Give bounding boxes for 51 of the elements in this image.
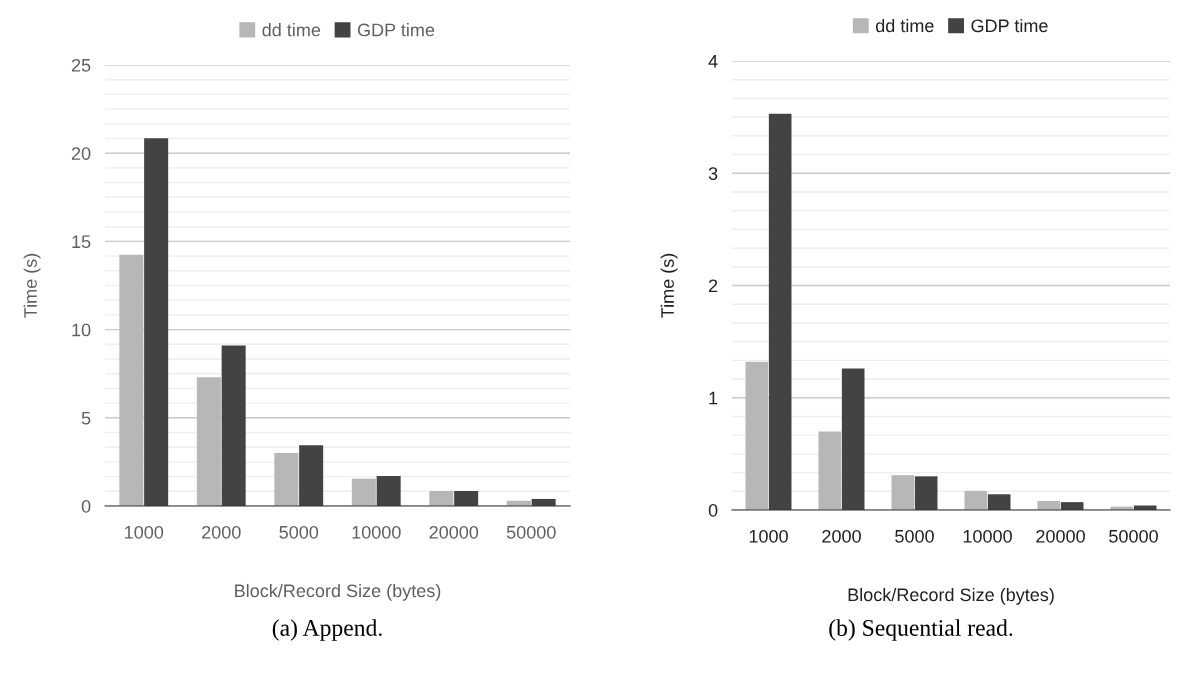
bar (841, 368, 865, 510)
x-tick-label: 2000 (822, 529, 861, 543)
bar (745, 361, 769, 510)
x-tick-label: 2000 (202, 525, 241, 539)
bar (768, 113, 792, 510)
bar (454, 491, 479, 506)
legend-label: dd time (875, 18, 934, 33)
x-tick-label: 5000 (279, 525, 319, 539)
y-tick-label: 20 (71, 147, 91, 160)
bar (914, 476, 938, 510)
x-tick-label: 20000 (1036, 529, 1085, 543)
y-tick-label: 5 (81, 411, 91, 425)
bar (119, 254, 144, 506)
x-axis-title: Block/Record Size (bytes) (235, 583, 441, 601)
y-tick-label: 0 (708, 503, 718, 517)
legend-label: dd time (262, 23, 321, 37)
y-tick-label: 2 (708, 279, 718, 293)
bar (891, 475, 915, 510)
bar (351, 478, 376, 506)
x-tick-label: 5000 (895, 529, 934, 543)
x-tick-label: 50000 (506, 525, 556, 539)
y-tick-label: 25 (71, 58, 91, 72)
legend-label: GDP time (971, 18, 1048, 33)
x-tick-label: 10000 (963, 529, 1012, 543)
text: (b) Sequential read. (829, 619, 1013, 641)
x-tick-label: 20000 (429, 525, 479, 539)
y-tick-label: 4 (708, 55, 718, 68)
x-tick-label: 1000 (125, 525, 164, 539)
y-tick-label: 3 (708, 167, 718, 180)
x-tick-label: 50000 (1109, 529, 1158, 543)
bar (964, 490, 988, 510)
legend-label: GDP time (357, 23, 435, 37)
y-tick-label: 15 (72, 235, 91, 249)
x-tick-label: 1000 (749, 529, 788, 543)
bar (274, 453, 299, 506)
bar (376, 476, 401, 506)
y-tick-label: 1 (709, 391, 718, 405)
bar (299, 445, 324, 506)
bar (144, 138, 169, 506)
bar (987, 494, 1011, 510)
bar (196, 377, 221, 506)
y-tick-label: 0 (81, 499, 91, 513)
x-axis-title: Block/Record Size (bytes) (848, 587, 1054, 605)
y-tick-label: 10 (72, 323, 91, 337)
x-tick-label: 10000 (352, 525, 401, 539)
text: (a) Append. (272, 619, 382, 641)
bar (221, 345, 246, 506)
bar (429, 491, 454, 506)
y-axis-title: Time (s) (23, 253, 41, 318)
bar (818, 431, 842, 510)
y-axis-title: Time (s) (660, 253, 678, 318)
